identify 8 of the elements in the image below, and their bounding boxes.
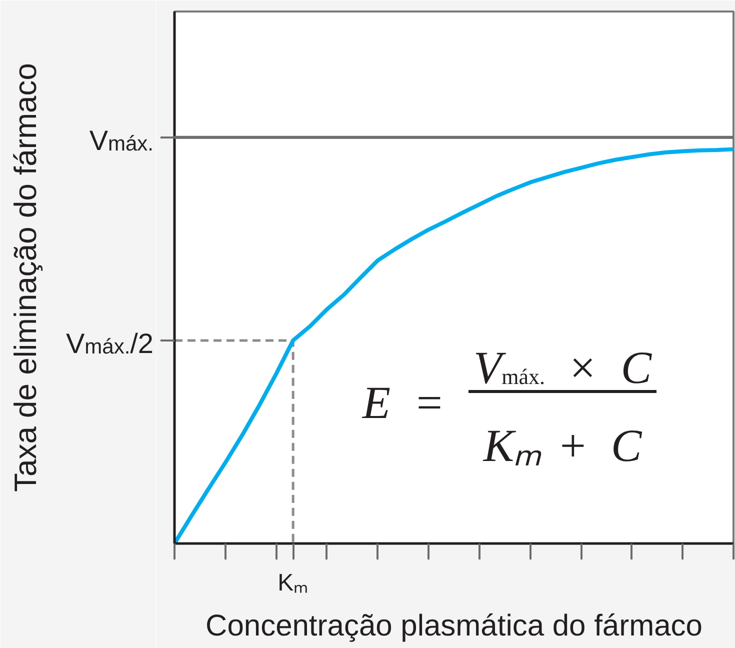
ref-line-label: Vmáx./2 bbox=[66, 328, 154, 359]
annotation: Vmáx. × C bbox=[474, 342, 653, 393]
text: Kₘ bbox=[278, 570, 309, 596]
annotation: Kₘ + C bbox=[482, 420, 643, 471]
x-axis-title: Concentração plasmática do fármaco bbox=[206, 610, 702, 642]
y-axis-title: Taxa de eliminação do fármaco bbox=[8, 62, 43, 492]
annotation: E = bbox=[361, 377, 444, 428]
ref-line-label: Vmáx. bbox=[89, 124, 154, 156]
